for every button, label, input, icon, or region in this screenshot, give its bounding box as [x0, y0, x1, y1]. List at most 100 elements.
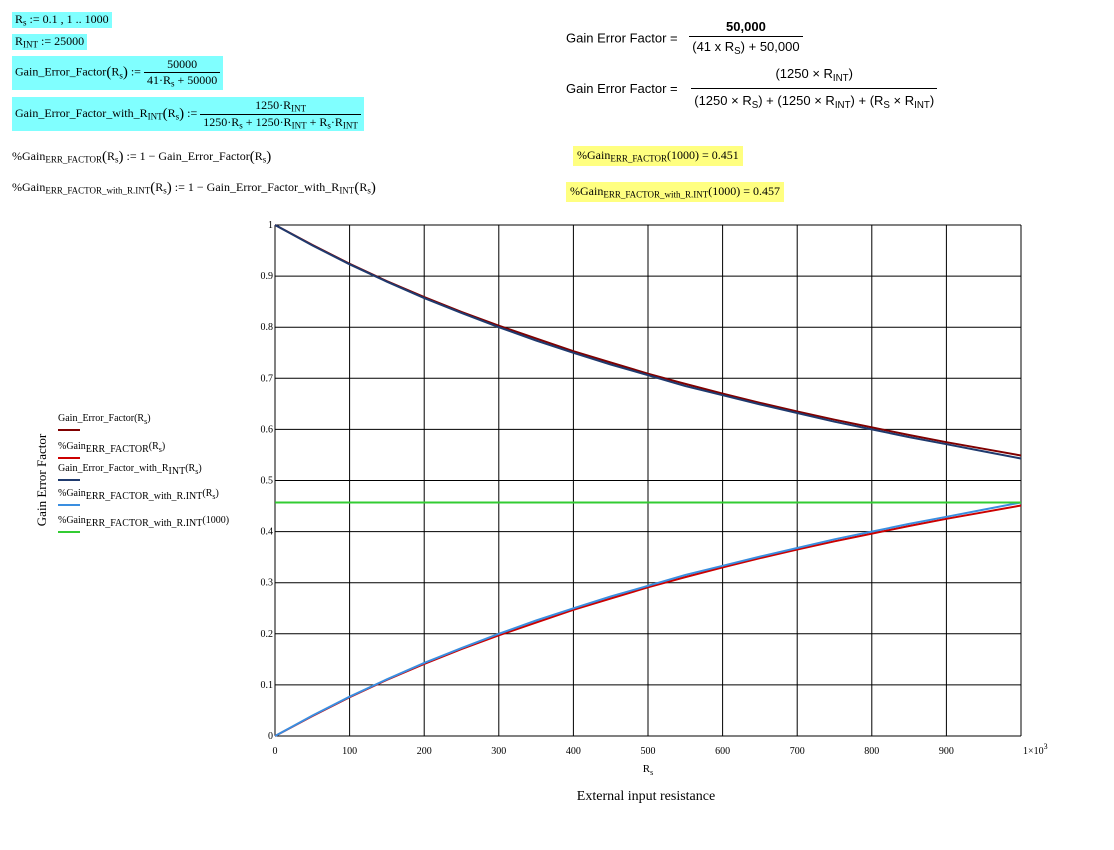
x-tick-label: 1×103 — [1023, 742, 1048, 757]
x-tick-label: 100 — [342, 746, 357, 757]
formula2-den-sub4: INT — [914, 99, 930, 111]
y-axis-label: Gain Error Factor — [34, 433, 49, 526]
formula2-den-d: × R — [889, 92, 915, 108]
y-tick-label: 0.7 — [261, 373, 274, 384]
def-pct1-rarg-sub: s — [262, 154, 267, 165]
chart-grid — [274, 224, 1022, 737]
legend-name: %Gain — [58, 488, 86, 499]
def-gef-den-a: 41·R — [146, 73, 171, 87]
legend-label-4: %GainERR_FACTOR_with_R.INT(Rs) — [58, 488, 219, 502]
result2-name: %Gain — [570, 184, 604, 198]
def-gefr-num-a: 1250·R — [255, 98, 292, 112]
x-axis-label: Rs — [643, 763, 653, 777]
def-gef-numerator: 50000 — [167, 57, 198, 71]
legend-name-sub: INT — [169, 466, 186, 477]
def-gef-denominator: 41·Rs + 50000 — [143, 72, 221, 89]
series-line-3 — [274, 224, 1022, 460]
formula2-den-a: (1250 × R — [694, 92, 752, 108]
y-tick-label: 0.4 — [261, 527, 274, 538]
legend-arg: (R — [185, 463, 195, 474]
series-line-4 — [274, 501, 1022, 737]
x-tick-label: 800 — [864, 746, 879, 757]
y-tick-label: 0.6 — [261, 424, 274, 435]
def-pct2-rhs: := 1 − Gain_Error_Factor_with_R — [171, 180, 340, 194]
def-gef-assign: := — [127, 64, 141, 79]
def-pct2-arg: R — [155, 180, 164, 194]
legend-name: %Gain — [58, 441, 86, 452]
def-pct1-arg: R — [107, 149, 116, 163]
formula1-numerator: 50,000 — [726, 19, 766, 34]
formula1-den-sub: S — [734, 45, 741, 57]
legend-label-5: %GainERR_FACTOR_with_R.INT(1000) — [58, 515, 229, 529]
formula1-label: Gain Error Factor = — [566, 30, 678, 46]
legend-arg-sub: s — [195, 467, 198, 476]
formula1-denominator: (41 x RS) + 50,000 — [689, 36, 803, 57]
formula2-numerator: (1250 × RINT) — [691, 66, 937, 88]
y-tick-label: 0.8 — [261, 322, 274, 333]
legend-arg-sub: s — [159, 445, 162, 454]
legend-label-2: %GainERR_FACTOR(Rs) — [58, 441, 165, 455]
def-gefr-den-sub1: s — [239, 120, 243, 131]
legend-name: Gain_Error_Factor_with_R — [58, 463, 169, 474]
x-axis-symbol: R — [643, 763, 651, 775]
legend-arg: (R — [202, 488, 212, 499]
formula2-den-sub2: INT — [834, 99, 851, 111]
legend-name-sub: ERR_FACTOR_with_R.INT — [86, 518, 203, 529]
x-tick-label: 700 — [790, 746, 805, 757]
legend-label-3: Gain_Error_Factor_with_RINT(Rs) — [58, 463, 202, 477]
def-gefr-fraction: 1250·RINT 1250·Rs + 1250·RINT + Rs·RINT — [200, 98, 361, 130]
formula2-num-a: (1250 × R — [775, 66, 833, 81]
legend-name: %Gain — [58, 515, 86, 526]
result1-arg: (1000) — [667, 148, 700, 162]
chart-y-ticks: 0 0.1 0.2 0.3 0.4 0.5 0.6 0.7 0.8 0.9 1 — [261, 220, 274, 742]
y-tick-label: 0.1 — [261, 680, 274, 691]
def-rint-symbol: R — [15, 34, 24, 48]
def-pct1-arg-sub: s — [115, 154, 119, 165]
def-rint-value: := 25000 — [38, 34, 85, 48]
def-gef-arg-sub: s — [119, 70, 123, 81]
chart-legend: Gain_Error_Factor(Rs) %GainERR_FACTOR(Rs)… — [58, 413, 229, 533]
legend-arg: (1000) — [202, 515, 229, 526]
def-rint-sub: INT — [23, 39, 39, 50]
def-gef-den-sub: s — [170, 78, 175, 89]
formula1-fraction: 50,000 (41 x RS) + 50,000 — [689, 19, 803, 57]
def-gefr-num-sub: INT — [291, 103, 307, 114]
def-gefr-den-c: + R — [306, 114, 328, 129]
formula2-denominator: (1250 × RS) + (1250 × RINT) + (RS × RINT… — [691, 87, 938, 111]
legend-arg-close: ) — [162, 441, 165, 452]
x-tick-exponent: 3 — [1044, 742, 1048, 751]
y-tick-label: 0.2 — [261, 629, 274, 640]
def-gef-arg: R — [111, 64, 120, 79]
def-pct2-rarg-sub: s — [367, 185, 371, 196]
result1-value: = 0.451 — [699, 148, 739, 162]
def-gefr-den-sub4: INT — [342, 120, 358, 131]
x-tick-label: 300 — [491, 746, 506, 757]
def-rs-range: Rs := 0.1 , 1 .. 1000 — [12, 12, 112, 28]
def-gefr-assign: := — [184, 105, 198, 120]
chart-series — [274, 224, 1022, 737]
formula-gain-error-factor: Gain Error Factor = 50,000 (41 x RS) + 5… — [566, 19, 803, 57]
x-tick-label: 400 — [566, 746, 581, 757]
legend-arg-sub: s — [212, 492, 215, 501]
def-gefr-den-sub3: s — [327, 120, 331, 131]
def-gefr-den-d: ·R — [330, 114, 343, 129]
def-pct2-arg-sub: s — [163, 185, 167, 196]
def-gefr-den-a: 1250·R — [203, 114, 240, 129]
def-gain-error-factor: Gain_Error_Factor(Rs) := 50000 41·Rs + 5… — [12, 56, 224, 90]
legend-label-1: Gain_Error_Factor(Rs) — [58, 413, 151, 426]
def-pct2-name: %Gain — [12, 180, 46, 194]
def-gef-fraction: 50000 41·Rs + 50000 — [143, 57, 221, 89]
def-rs-sub: s — [23, 17, 27, 28]
formula2-num-sub: INT — [832, 72, 849, 84]
def-gef-name: Gain_Error_Factor — [15, 64, 107, 79]
formula2-den-c: ) + (R — [850, 92, 884, 108]
legend-arg-close: ) — [216, 488, 219, 499]
result2-arg: (1000) — [708, 184, 741, 198]
chart-x-ticks: 0 100 200 300 400 500 600 700 800 900 1×103 — [273, 742, 1048, 757]
y-tick-label: 0 — [268, 731, 273, 742]
legend-arg: (R — [149, 441, 159, 452]
x-axis-symbol-sub: s — [650, 768, 653, 777]
x-axis-caption: External input resistance — [577, 789, 715, 804]
legend-arg: (R — [134, 413, 144, 424]
